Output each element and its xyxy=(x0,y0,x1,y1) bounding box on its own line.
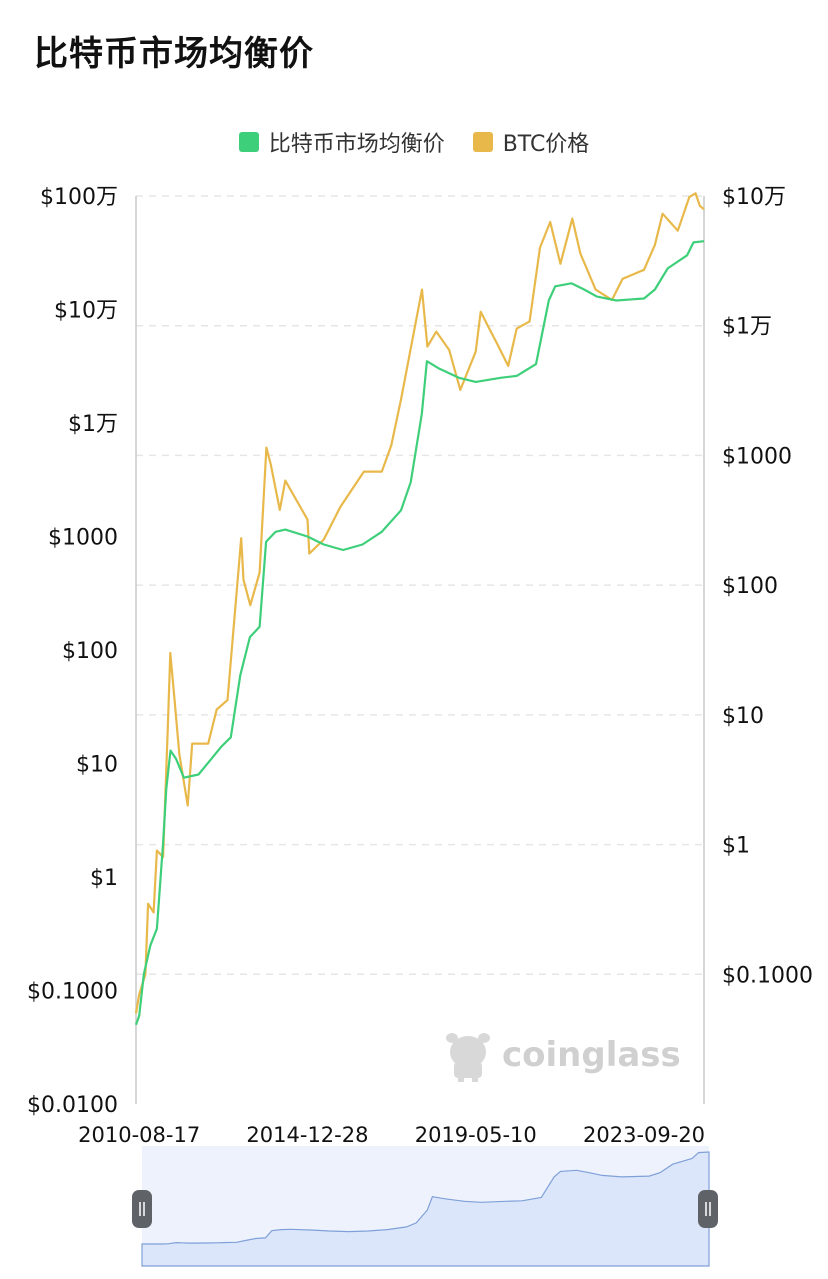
y-left-tick-label: $1000 xyxy=(48,526,118,551)
y-left-tick-label: $100万 xyxy=(40,185,118,210)
legend-item-equilibrium[interactable]: 比特币市场均衡价 xyxy=(238,126,445,158)
y-left-tick-label: $0.1000 xyxy=(27,980,118,1005)
series-lines xyxy=(134,192,705,1026)
handle-grip xyxy=(132,1190,152,1228)
navigator-left-handle[interactable] xyxy=(132,1190,152,1228)
chart-legend: 比特币市场均衡价 BTC价格 xyxy=(0,126,828,158)
y-right-tick-label: $1000 xyxy=(722,444,792,469)
navigator-area xyxy=(141,1151,710,1267)
coinglass-logo-icon xyxy=(446,1033,490,1082)
x-tick-labels: 2010-08-17 2014-12-28 2019-05-10 2023-09-20 xyxy=(78,1123,705,1147)
range-navigator[interactable] xyxy=(132,1146,718,1267)
navigator-right-handle[interactable] xyxy=(698,1190,718,1228)
y-right-tick-labels: $0.1000 $1 $10 $100 $1000 $1万 $10万 xyxy=(722,185,813,988)
watermark-text: coinglass xyxy=(502,1035,681,1075)
x-tick-label: 2023-09-20 xyxy=(583,1123,705,1147)
page-title: 比特币市场均衡价 xyxy=(34,34,314,74)
y-right-tick-label: $0.1000 xyxy=(722,963,813,988)
legend-swatch-equilibrium-icon xyxy=(238,132,259,152)
y-left-tick-label: $1万 xyxy=(68,412,118,437)
y-right-tick-label: $1万 xyxy=(722,315,772,340)
series-line-btc xyxy=(134,192,705,1014)
y-left-tick-label: $0.0100 xyxy=(27,1093,118,1118)
x-tick-label: 2014-12-28 xyxy=(246,1123,368,1147)
legend-item-btc[interactable]: BTC价格 xyxy=(472,126,590,158)
legend-swatch-btc-icon xyxy=(472,132,493,152)
y-right-tick-label: $1 xyxy=(722,834,750,859)
y-left-tick-label: $1 xyxy=(90,866,118,891)
y-right-tick-label: $100 xyxy=(722,574,778,599)
legend-label-equilibrium: 比特币市场均衡价 xyxy=(268,132,445,157)
y-right-tick-label: $10万 xyxy=(722,185,786,210)
axes xyxy=(135,196,705,1104)
y-left-tick-labels: $0.0100 $0.1000 $1 $10 $100 $1000 $1万 $10万 $100万 xyxy=(27,185,118,1118)
y-left-tick-label: $100 xyxy=(62,639,118,664)
grid-lines xyxy=(136,195,704,976)
x-tick-label: 2019-05-10 xyxy=(415,1123,537,1147)
y-left-tick-label: $10万 xyxy=(54,299,118,324)
series-line-equilibrium xyxy=(134,240,705,1026)
x-tick-label: 2010-08-17 xyxy=(78,1123,200,1147)
y-left-tick-label: $10 xyxy=(76,753,118,778)
handle-grip xyxy=(698,1190,718,1228)
y-right-tick-label: $10 xyxy=(722,704,764,729)
watermark: coinglass xyxy=(446,1033,681,1082)
legend-label-btc: BTC价格 xyxy=(502,132,590,157)
